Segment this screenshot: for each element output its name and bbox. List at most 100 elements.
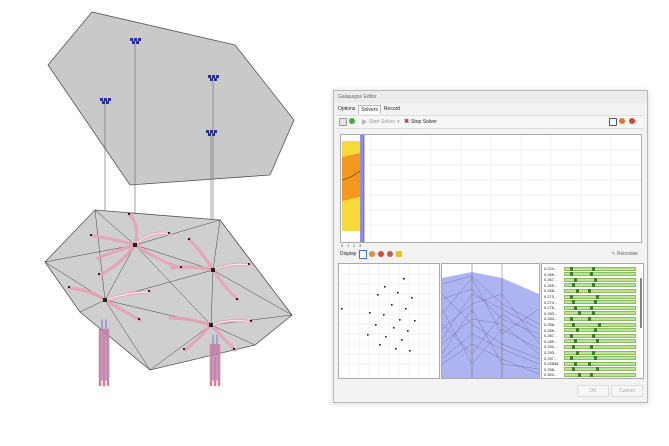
display-toolbar: Display ✎ Reinstate	[338, 248, 642, 260]
history-grid	[341, 135, 641, 242]
genome-bar	[564, 350, 636, 355]
genome-fitness: 0.273...	[544, 294, 558, 299]
gene-marker	[576, 288, 579, 293]
list-item[interactable]: 0.298...	[544, 367, 640, 372]
refresh-button[interactable]	[349, 118, 355, 126]
tab-solvers[interactable]: Solvers	[358, 105, 381, 114]
genome-fitness: 0.274...	[544, 299, 558, 305]
gene-marker	[592, 333, 595, 338]
gene-marker	[576, 350, 579, 355]
tab-options[interactable]: Options	[338, 106, 356, 112]
gene-marker	[594, 356, 597, 361]
list-item[interactable]: 0.283...	[544, 311, 640, 316]
genome-bar	[564, 266, 636, 271]
cancel-button[interactable]: Cancel	[611, 385, 643, 397]
gene-marker	[590, 272, 593, 277]
gene-marker	[596, 339, 599, 344]
list-item[interactable]: 0.268...	[544, 288, 640, 293]
list-item[interactable]: 0.300...	[544, 372, 640, 377]
genome-dots	[341, 278, 416, 352]
red-orb-icon[interactable]	[378, 251, 384, 257]
list-scrollbar[interactable]	[640, 278, 642, 328]
genome-bar	[564, 288, 636, 293]
brown-orb-icon[interactable]	[387, 251, 393, 257]
gene-marker	[574, 361, 577, 366]
list-item[interactable]: 0.297...	[544, 356, 640, 361]
gene-marker	[578, 372, 581, 377]
gene-marker	[594, 328, 597, 333]
solver-toolbar: Start Solver ▾ ✖ Stop Solver	[337, 115, 643, 129]
genome-bar	[564, 305, 636, 310]
x-tick: 3	[359, 243, 362, 248]
gene-marker	[576, 328, 579, 333]
gene-marker	[594, 277, 597, 282]
list-item[interactable]: 0.283...	[544, 316, 640, 321]
genome-fitness: 0.300...	[544, 372, 558, 378]
list-item[interactable]: 0.29838	[544, 361, 640, 366]
gene-marker	[594, 300, 597, 305]
reinstate-button[interactable]: ✎ Reinstate	[611, 251, 638, 257]
genome-bar	[564, 328, 636, 333]
orange-orb-icon[interactable]	[369, 251, 375, 257]
list-item[interactable]: 0.293...	[544, 350, 640, 355]
list-item[interactable]: 0.289...	[544, 339, 640, 344]
list-item[interactable]: 0.292...	[544, 344, 640, 349]
gene-marker	[574, 305, 577, 310]
gene-marker	[588, 288, 591, 293]
scissor-icon	[339, 118, 347, 126]
stop-solver-button[interactable]: ✖ Stop Solver	[404, 118, 437, 126]
genome-fitness: 0.287...	[544, 333, 558, 339]
genome-bar	[564, 361, 636, 366]
gene-marker	[572, 344, 575, 349]
gene-marker	[592, 266, 595, 271]
list-item[interactable]: 0.287...	[544, 333, 640, 338]
genome-bar	[564, 367, 636, 372]
genome-map-grid	[339, 264, 439, 378]
stop-solver-label: Stop Solver	[411, 119, 437, 125]
gene-marker	[590, 372, 593, 377]
genome-list-panel[interactable]: 0.224... 0.265... 0.267... 0.269... 0.268...…	[541, 263, 644, 379]
clear-button[interactable]	[629, 118, 635, 126]
list-item[interactable]: 0.269...	[544, 283, 640, 288]
list-item[interactable]: 0.273...	[544, 294, 640, 299]
red-orb-icon	[629, 118, 635, 124]
tab-record[interactable]: Record	[383, 106, 401, 112]
play-icon	[362, 119, 367, 125]
genome-map-panel[interactable]	[338, 263, 440, 379]
history-band-purple	[360, 135, 364, 242]
list-item[interactable]: 0.274...	[544, 300, 640, 305]
ok-button[interactable]: OK	[577, 385, 609, 397]
list-item[interactable]: 0.286...	[544, 322, 640, 327]
sort-button[interactable]	[339, 118, 347, 126]
display-mode-button[interactable]	[359, 250, 367, 259]
radiation-icon[interactable]	[396, 251, 402, 257]
genome-bar	[564, 356, 636, 361]
list-item[interactable]: 0.276...	[544, 305, 640, 310]
gene-marker	[570, 333, 573, 338]
genome-bar	[564, 300, 636, 305]
list-item[interactable]: 0.285...	[544, 328, 640, 333]
reinstate-icon: ✎	[611, 251, 616, 257]
genome-bar	[564, 344, 636, 349]
genome-fitness: 0.283...	[544, 316, 558, 322]
gene-marker	[570, 266, 573, 271]
record-button[interactable]	[619, 118, 625, 126]
tab-bar: Options Solvers Record	[336, 105, 402, 114]
genome-bar	[564, 333, 636, 338]
genome-bar	[564, 311, 636, 316]
list-item[interactable]: 0.265...	[544, 272, 640, 277]
genome-fitness: 0.29838	[544, 361, 559, 367]
genome-fitness: 0.265...	[544, 271, 558, 277]
gene-marker	[572, 367, 575, 372]
genome-bar	[564, 272, 636, 277]
genome-fitness: 0.285...	[544, 327, 558, 333]
list-item[interactable]: 0.267...	[544, 277, 640, 282]
genome-fitness: 0.269...	[544, 282, 558, 288]
gene-marker	[596, 294, 599, 299]
display-label: Display	[340, 251, 357, 257]
gene-marker	[592, 311, 595, 316]
start-solver-button[interactable]: Start Solver ▾	[362, 118, 400, 126]
gene-marker	[570, 272, 573, 277]
list-item[interactable]: 0.224...	[544, 266, 640, 271]
view-button[interactable]	[609, 118, 617, 126]
